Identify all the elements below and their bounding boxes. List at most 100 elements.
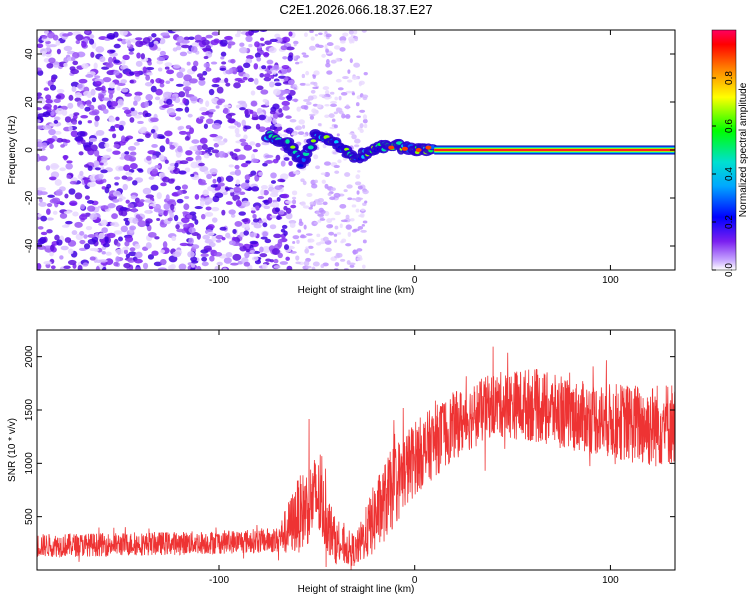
spectrogram-noise-cell (174, 162, 179, 168)
spectrogram-sparse-cell (303, 260, 310, 266)
spectrogram-noise-cell (179, 130, 188, 135)
spectrogram-sparse-cell (292, 199, 297, 205)
spectrogram-noise-cell (154, 236, 160, 240)
spectrogram-noise-cell (119, 206, 128, 212)
spectrogram-noise-cell (178, 91, 186, 98)
colorbar-tick-label: 0.2 (724, 215, 735, 229)
spectrogram-noise-cell (167, 217, 173, 222)
spectrogram-noise-cell (172, 64, 181, 69)
spectrogram-sparse-cell (312, 75, 316, 79)
spectrogram-noise-cell (50, 111, 55, 117)
spectrogram-sparse-cell (335, 57, 341, 62)
spectrogram-noise-cell (133, 70, 142, 75)
spectrogram-sparse-cell (362, 220, 368, 224)
spectrogram-noise-cell (189, 211, 197, 216)
spectrogram-noise-cell (251, 116, 259, 121)
colorbar (711, 29, 737, 271)
spectrogram-noise-cell (236, 30, 242, 35)
spectrogram-noise-cell (244, 108, 249, 116)
spectrogram-noise-cell (106, 148, 113, 152)
spectrogram-sparse-cell (325, 33, 332, 38)
spectrogram-sparse-cell (305, 246, 309, 249)
spectrogram-sparse-cell (362, 264, 366, 269)
spectrogram-noise-cell (89, 38, 95, 45)
spectrogram-noise-cell (44, 103, 52, 109)
spectrogram-noise-cell (171, 235, 177, 242)
spectrogram-noise-cell (61, 109, 68, 116)
spectrogram-sparse-cell (324, 114, 330, 119)
spectrogram-sparse-cell (361, 223, 365, 227)
spectrogram-noise-cell (176, 221, 183, 225)
spectrogram-noise-cell (83, 243, 91, 250)
spectrogram-noise-cell (154, 37, 161, 42)
spectrogram-noise-cell (121, 88, 129, 93)
spectrogram-noise-cell (94, 120, 99, 128)
spectrogram-sparse-cell (322, 143, 327, 149)
spectrogram-noise-cell (263, 116, 273, 123)
spectrogram-noise-cell (210, 61, 218, 65)
spectrogram-sparse-cell (363, 71, 368, 76)
spectrogram-noise-cell (148, 176, 155, 180)
spectrogram-noise-cell (173, 214, 179, 222)
spectrogram-noise-cell (221, 61, 227, 65)
spectrogram-sparse-cell (307, 245, 314, 249)
spectrogram-noise-cell (122, 183, 128, 191)
spectrogram-sparse-cell (345, 104, 350, 110)
spectrogram-sparse-cell (358, 81, 362, 87)
spectrogram-noise-cell (139, 199, 145, 203)
spectrogram-sparse-cell (315, 165, 321, 170)
spectrogram-noise-cell (135, 40, 144, 48)
spectrogram-noise-cell (270, 172, 277, 179)
spectrogram-noise-cell (273, 64, 280, 71)
spectrogram-sparse-cell (339, 223, 343, 229)
spectrogram-noise-cell (203, 62, 210, 68)
spectrogram-noise-cell (55, 95, 62, 99)
spectrogram-noise-cell (52, 61, 60, 68)
spectrogram-track-core (290, 145, 296, 149)
spectrogram-noise-cell (159, 259, 167, 266)
spectrogram-noise-cell (63, 210, 72, 215)
spectrogram-sparse-cell (333, 45, 341, 50)
spectrogram-noise-cell (70, 68, 79, 75)
spectrogram-noise-cell (46, 203, 53, 208)
spectrogram-sparse-cell (350, 218, 355, 222)
spectrogram-noise-cell (183, 36, 190, 41)
spectrogram-noise-cell (202, 189, 209, 197)
spectrogram-noise-cell (283, 244, 290, 251)
spectrogram-noise-cell (196, 265, 202, 270)
spectrogram-sparse-cell (355, 197, 362, 203)
spectrogram-sparse-cell (322, 86, 330, 91)
spectrogram-sparse-cell (324, 96, 331, 100)
spectrogram-noise-cell (129, 117, 135, 123)
snr-ytick-label: 1000 (24, 452, 35, 475)
spectrogram-noise-cell (241, 119, 247, 127)
spectrogram-noise-cell (61, 224, 70, 228)
spectrogram-sparse-cell (349, 58, 353, 64)
spectrogram-noise-cell (280, 228, 286, 233)
spectrogram-noise-cell (281, 133, 289, 137)
spectrogram-noise-cell (184, 136, 190, 141)
spectrogram-noise-cell (72, 60, 79, 66)
spectrogram-sparse-cell (321, 179, 326, 184)
spectrogram-noise-cell (59, 167, 66, 172)
spectrogram-noise-cell (158, 154, 165, 161)
spectrogram-noise-cell (93, 62, 98, 70)
spectrogram-noise-cell (280, 173, 289, 180)
spectrogram-noise-cell (37, 98, 46, 105)
spectrogram-noise-cell (239, 138, 247, 143)
spectrogram-noise-cell (250, 100, 258, 107)
spectrogram-noise-cell (89, 256, 96, 261)
spectrogram-noise-cell (234, 164, 240, 170)
spectrogram-noise-cell (235, 133, 241, 138)
spectrogram-noise-cell (37, 141, 44, 148)
spectrogram-noise-cell (188, 227, 196, 234)
spectrogram-noise-cell (185, 150, 193, 156)
spectrogram-noise-cell (204, 170, 210, 175)
spectrogram-sparse-cell (312, 109, 319, 115)
spectrogram-noise-cell (215, 234, 224, 240)
spectrogram-noise-cell (218, 151, 226, 158)
spectrogram-noise-cell (129, 247, 136, 252)
spectrogram-sparse-cell (333, 164, 340, 169)
spectrogram-noise-cell (101, 137, 109, 142)
spectrogram-noise-cell (233, 82, 241, 89)
